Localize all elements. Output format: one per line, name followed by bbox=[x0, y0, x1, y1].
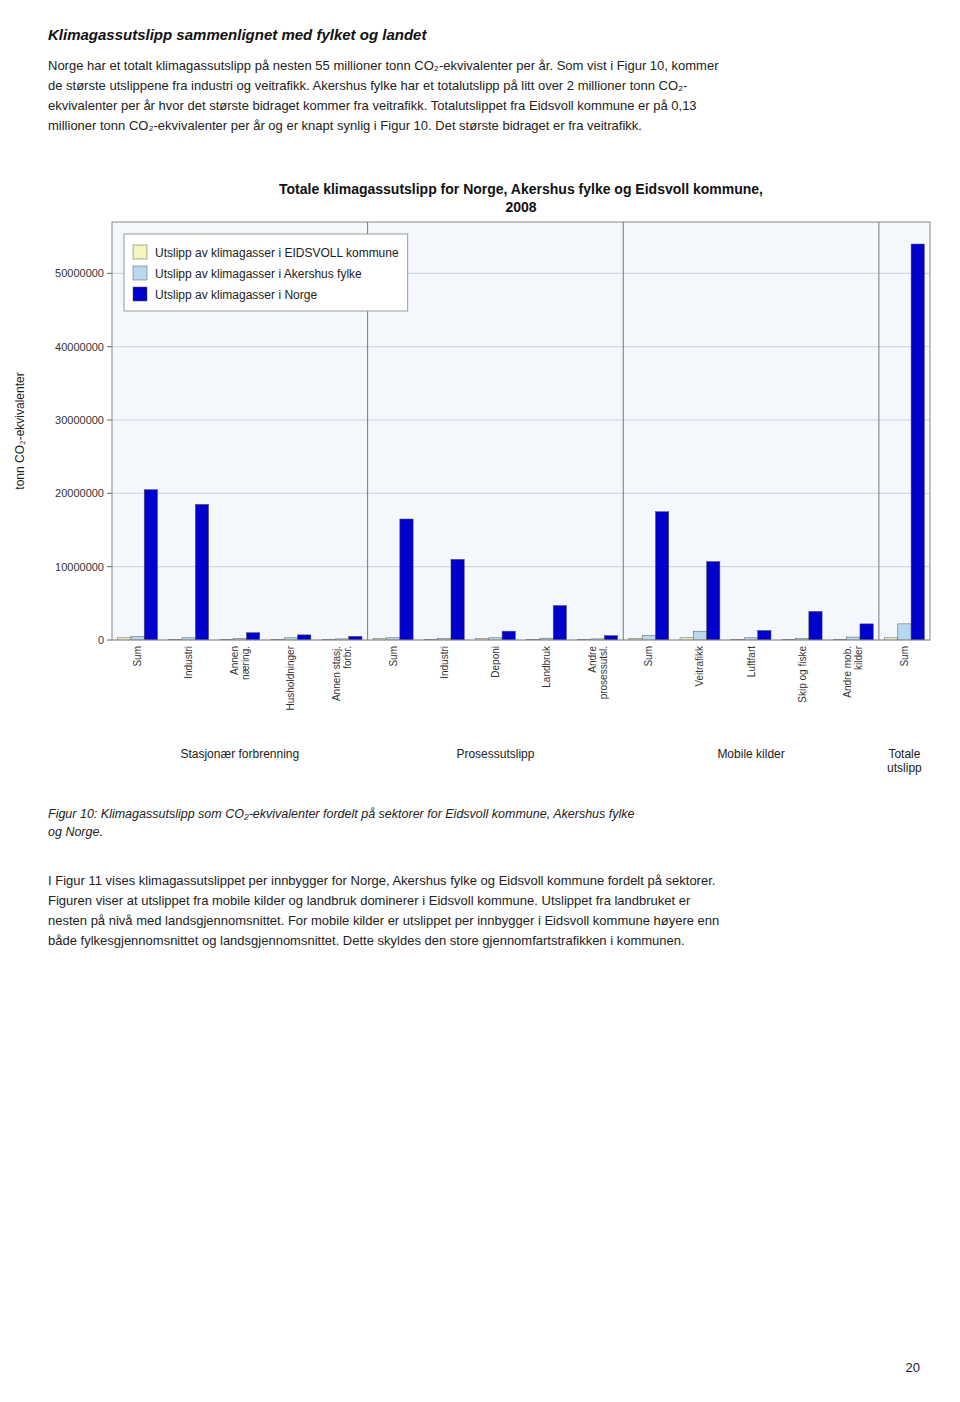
bar bbox=[298, 635, 311, 640]
bar bbox=[809, 611, 822, 640]
body-text: I Figur 11 vises klimagassutslippet per … bbox=[48, 873, 719, 948]
bar bbox=[246, 633, 259, 640]
plot-background bbox=[112, 222, 930, 640]
y-tick-label: 40000000 bbox=[55, 341, 104, 353]
group-label: Prosessutslipp bbox=[456, 747, 534, 761]
x-tick-label: Andreprosessutsl. bbox=[587, 646, 609, 700]
y-tick-label: 10000000 bbox=[55, 561, 104, 573]
bar bbox=[131, 636, 144, 640]
x-tick-label: Skip og fiske bbox=[797, 646, 808, 703]
legend-label: Utslipp av klimagasser i Akershus fylke bbox=[155, 267, 362, 281]
x-tick-label: Landbruk bbox=[541, 645, 552, 688]
x-tick-label: Andre mob.kilder bbox=[842, 645, 864, 697]
x-tick-label: Luftfart bbox=[746, 646, 757, 677]
group-separator bbox=[878, 222, 879, 640]
legend-label: Utslipp av klimagasser i Norge bbox=[155, 288, 317, 302]
x-tick-label: Industri bbox=[439, 646, 450, 679]
bar bbox=[642, 636, 655, 640]
y-axis-label: tonn CO₂-ekvivalenter bbox=[13, 372, 27, 489]
y-tick bbox=[107, 566, 112, 567]
x-tick-label: Annennæring. bbox=[229, 646, 251, 680]
page-number: 20 bbox=[906, 1360, 920, 1375]
y-tick-label: 30000000 bbox=[55, 414, 104, 426]
grid-line bbox=[112, 346, 930, 347]
x-tick-label: Deponi bbox=[490, 646, 501, 678]
figure-caption: Figur 10: Klimagassutslipp som CO₂-ekviv… bbox=[48, 807, 635, 839]
grid-line bbox=[112, 420, 930, 421]
grid-line bbox=[112, 493, 930, 494]
bar bbox=[502, 631, 515, 640]
x-tick-label: Sum bbox=[643, 646, 654, 667]
bar bbox=[655, 512, 668, 640]
group-label: Totaleutslipp bbox=[887, 747, 922, 775]
bar bbox=[349, 636, 362, 640]
group-label: Mobile kilder bbox=[717, 747, 784, 761]
y-tick bbox=[107, 640, 112, 641]
y-tick-label: 20000000 bbox=[55, 487, 104, 499]
grid-line bbox=[112, 566, 930, 567]
bar bbox=[553, 606, 566, 640]
x-tick-label: Sum bbox=[132, 646, 143, 667]
x-tick-label: Sum bbox=[388, 646, 399, 667]
bar bbox=[144, 490, 157, 640]
bar bbox=[707, 562, 720, 640]
chart-title: Totale klimagassutslipp for Norge, Akers… bbox=[279, 181, 763, 215]
page-header: Klimagassutslipp sammenlignet med fylket… bbox=[48, 26, 427, 43]
bar bbox=[860, 624, 873, 640]
bar bbox=[693, 631, 706, 640]
legend-swatch bbox=[133, 266, 147, 280]
x-tick-label: Industri bbox=[183, 646, 194, 679]
bar bbox=[195, 504, 208, 640]
x-tick-label: Annen stasj.forbr. bbox=[331, 646, 353, 701]
bar bbox=[604, 636, 617, 640]
page: Klimagassutslipp sammenlignet med fylket… bbox=[0, 0, 960, 1402]
bar bbox=[911, 244, 924, 640]
bar bbox=[898, 624, 911, 640]
legend-box bbox=[124, 234, 408, 311]
legend-swatch bbox=[133, 245, 147, 259]
legend: Utslipp av klimagasser i EIDSVOLL kommun… bbox=[124, 234, 408, 311]
group-label: Stasjonær forbrenning bbox=[180, 747, 299, 761]
y-tick bbox=[107, 346, 112, 347]
bar bbox=[451, 559, 464, 640]
x-tick-label: Husholdninger bbox=[285, 645, 296, 710]
y-tick-label: 50000000 bbox=[55, 267, 104, 279]
legend-label: Utslipp av klimagasser i EIDSVOLL kommun… bbox=[155, 246, 399, 260]
group-separator bbox=[623, 222, 624, 640]
y-tick bbox=[107, 420, 112, 421]
y-tick-label: 0 bbox=[98, 634, 104, 646]
legend-swatch bbox=[133, 287, 147, 301]
body-text: Norge har et totalt klimagassutslipp på … bbox=[48, 58, 719, 133]
bar bbox=[400, 519, 413, 640]
y-tick bbox=[107, 493, 112, 494]
y-tick bbox=[107, 273, 112, 274]
x-tick-label: Sum bbox=[899, 646, 910, 667]
plot-frame bbox=[112, 222, 930, 640]
x-tick-label: Veitrafikk bbox=[694, 645, 705, 687]
bar bbox=[758, 630, 771, 640]
